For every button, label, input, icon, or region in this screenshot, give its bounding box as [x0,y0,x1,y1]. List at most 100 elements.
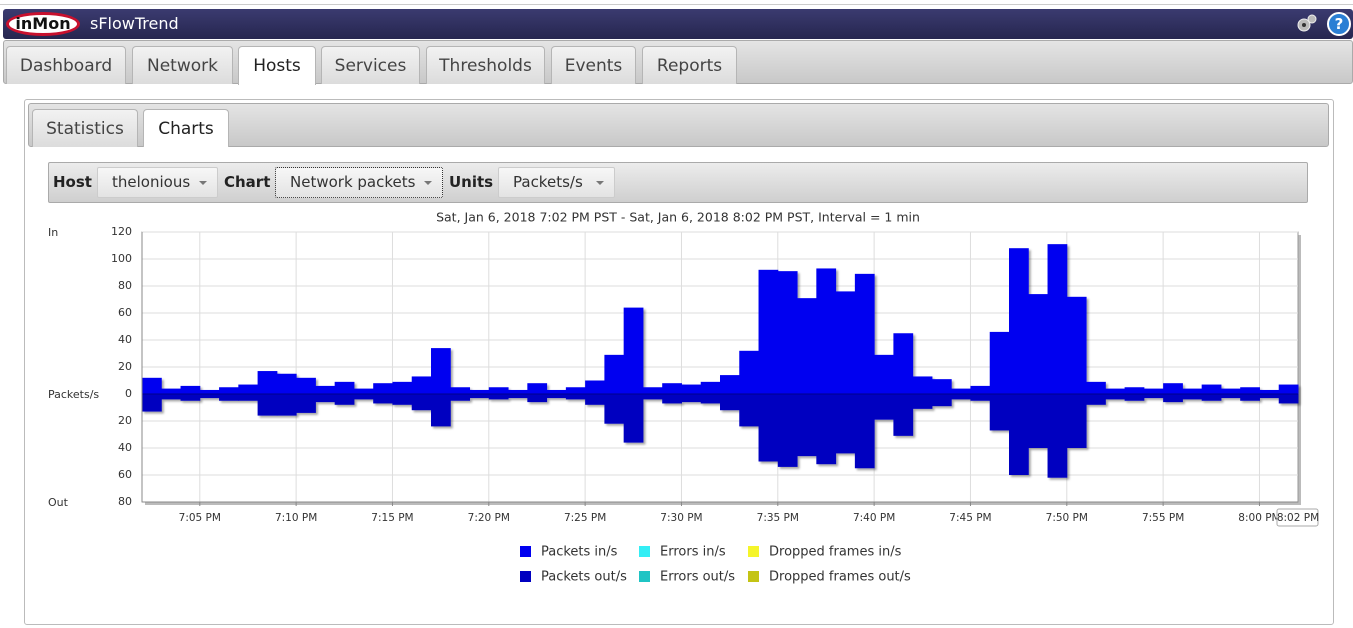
bar [720,375,740,394]
bar [565,387,586,394]
bar [739,394,760,427]
tab[interactable]: Dashboard [6,46,126,84]
bar [758,269,779,394]
bar [546,394,567,399]
bar [296,377,316,394]
subtab[interactable]: Charts [143,109,229,147]
legend-swatch [639,546,650,557]
bar [642,394,663,400]
tab[interactable]: Events [551,46,636,84]
bar [1009,394,1029,475]
tab[interactable]: Services [321,46,420,84]
bar [816,268,837,394]
bar [276,394,297,416]
bar [1124,387,1145,394]
host-dropdown[interactable]: thelonious [97,167,218,198]
bar [199,394,220,399]
y-tick-label: 20 [118,360,132,373]
bar [1124,394,1145,401]
bar [1143,388,1164,394]
x-tick-label: 7:50 PM [1046,512,1088,524]
bar [700,381,721,394]
chart-dropdown[interactable]: Network packets [275,167,443,198]
bar [893,333,914,394]
legend-swatch [520,546,531,557]
bar [700,394,721,404]
y-tick-label: 100 [111,252,132,265]
units-dropdown[interactable]: Packets/s [498,167,615,198]
y-tick-label: 60 [118,306,132,319]
y-tick-label: 40 [118,441,132,454]
chart-label: Chart [224,173,271,191]
bar [585,394,605,405]
bar [1278,394,1299,404]
bar [257,371,278,394]
tab[interactable]: Network [132,46,233,84]
bar [1278,384,1299,394]
y-tick-label: 40 [118,333,132,346]
in-label: In [48,226,58,239]
x-tick-label: 8:00 PM [1238,512,1280,524]
bar [777,394,798,467]
bar [1047,244,1068,394]
bar [1259,394,1280,399]
help-icon[interactable]: ? [1326,11,1352,37]
y-axis-label: Packets/s [48,388,99,401]
header-bar [3,9,1353,39]
bar [142,394,162,412]
y-tick-label: 80 [118,279,132,292]
bar [142,377,162,394]
bar [912,394,933,409]
bar [989,394,1010,431]
bar [931,394,952,407]
bar [1182,394,1203,400]
end-label-box [1276,508,1319,527]
bar [450,394,471,401]
bar [623,307,644,394]
bar [238,394,259,401]
bar [1201,394,1222,401]
bar [604,394,625,424]
bar [315,394,336,403]
tab[interactable]: Thresholds [426,46,545,84]
x-tick-label: 7:10 PM [275,512,317,524]
bar [1220,388,1241,394]
bar [797,298,817,394]
bar [1182,388,1203,394]
bar [874,354,894,394]
bar [392,394,413,405]
help-circle [1327,12,1351,36]
x-tick-label: 7:25 PM [564,512,606,524]
bar [1143,394,1164,399]
bar [797,394,817,457]
bar [1163,394,1183,403]
legend-swatch [639,571,650,582]
legend-label: Dropped frames out/s [769,570,911,585]
bar [508,394,528,399]
bar [1240,387,1260,394]
tab[interactable]: Hosts [238,46,316,85]
bar [219,394,239,401]
y-tick-label: 60 [118,468,132,481]
bar [739,350,760,394]
bar [1086,381,1106,394]
y-tick-label: 80 [118,495,132,508]
tab[interactable]: Reports [642,46,737,84]
bar [720,394,740,411]
legend-swatch [748,571,759,582]
bar [411,376,432,394]
bar [1009,248,1029,394]
x-end-label: 8:02 PM [1277,512,1319,524]
legend-label: Errors out/s [660,570,735,585]
bar [1028,294,1049,394]
bar [931,379,952,394]
subtab[interactable]: Statistics [32,109,138,147]
legend-swatch [748,546,759,557]
settings-icon[interactable] [1294,12,1318,36]
legend-label: Dropped frames in/s [769,545,902,560]
y-tick-label: 120 [111,225,132,238]
bar [662,383,682,394]
legend-label: Errors in/s [660,545,726,560]
bar [373,394,393,404]
